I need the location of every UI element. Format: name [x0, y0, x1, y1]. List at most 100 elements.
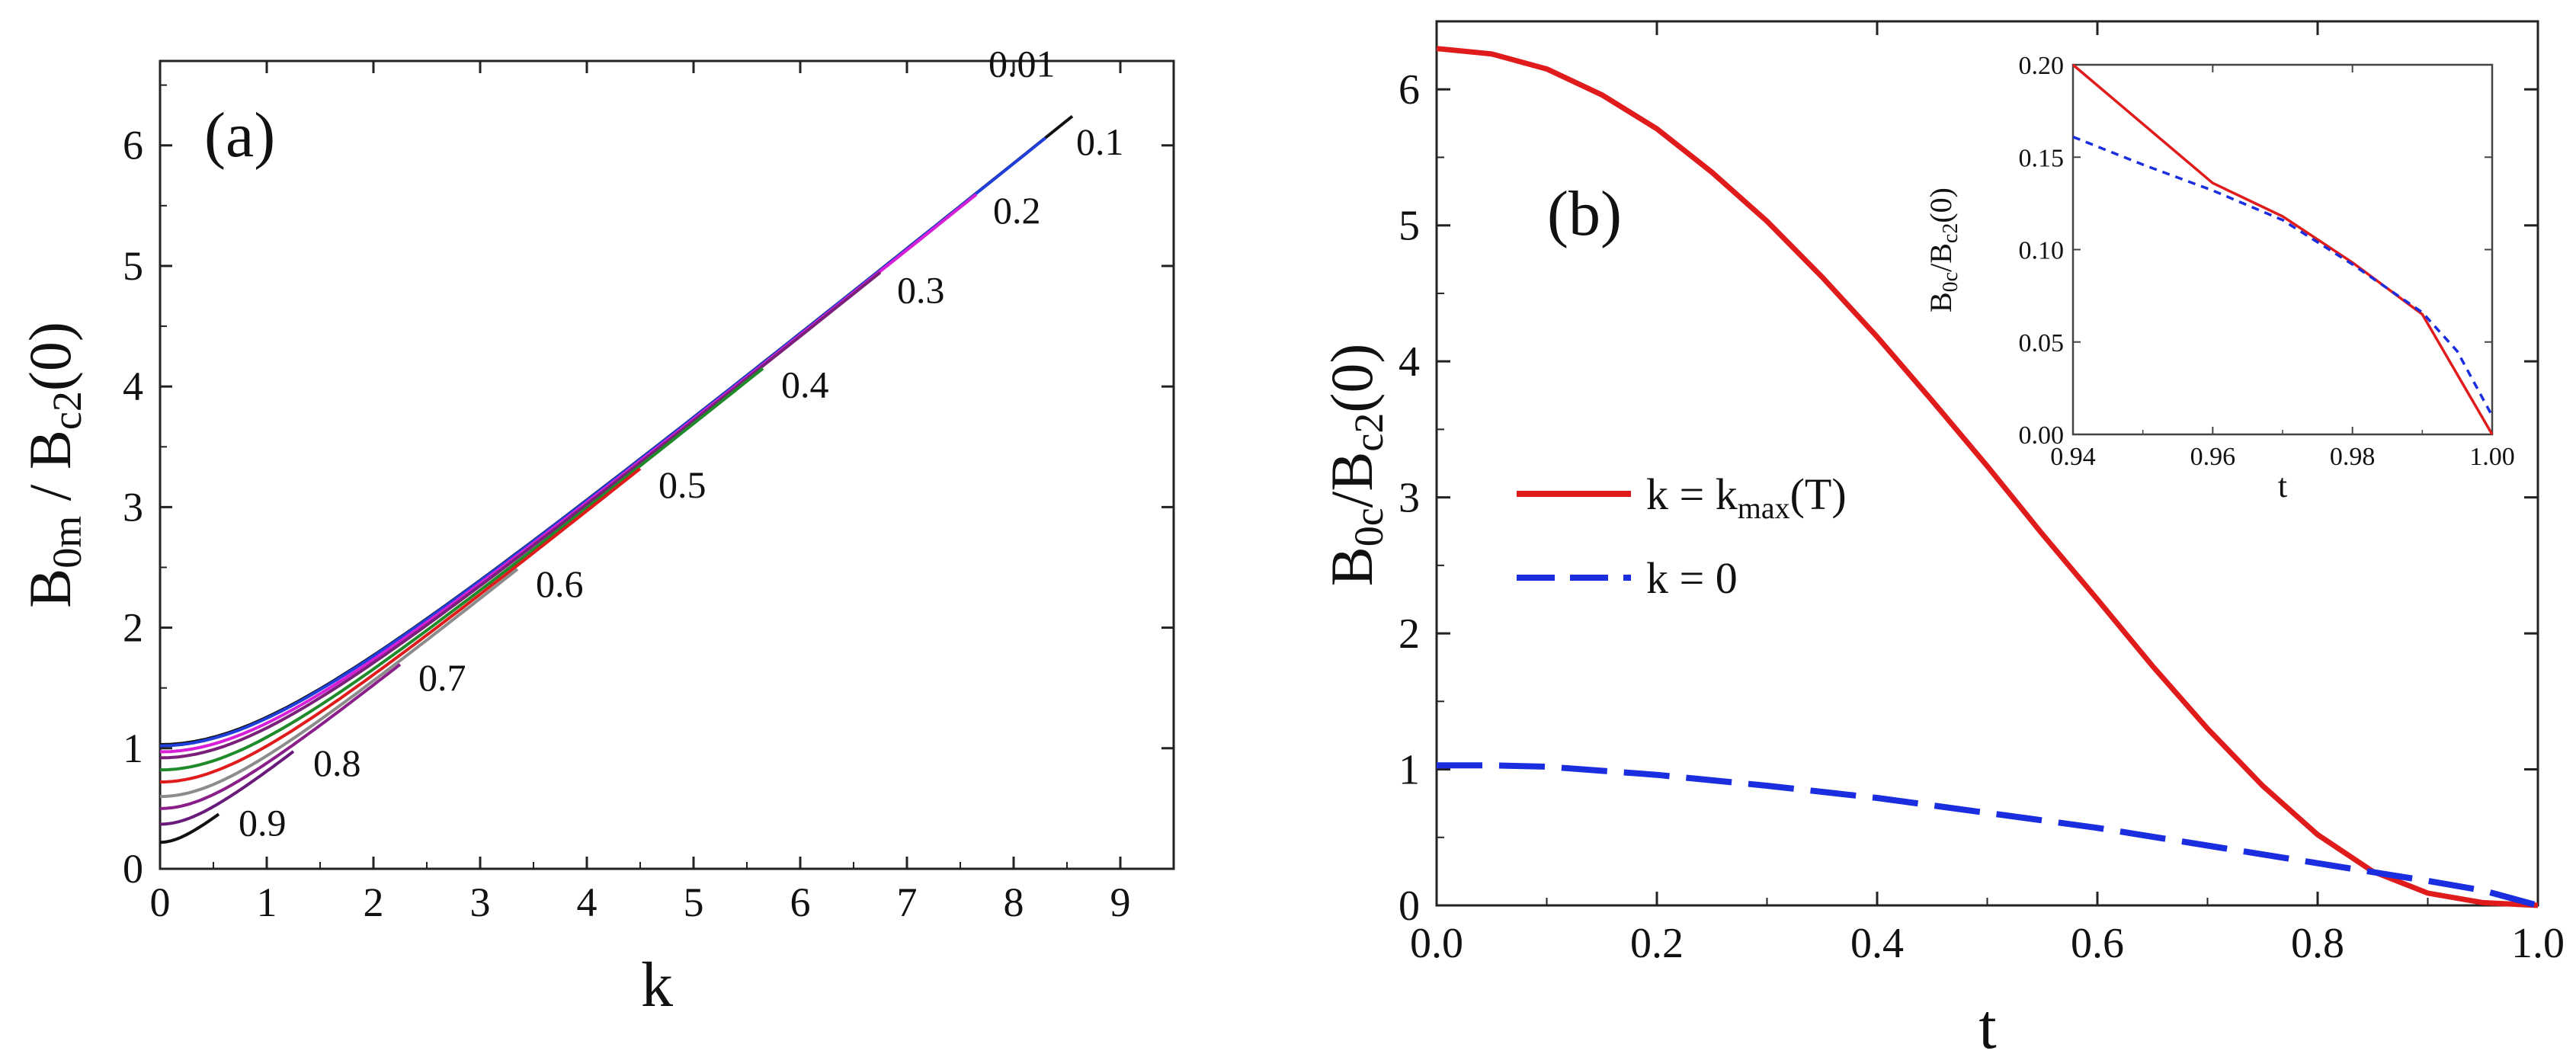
a-series-label-0.9: 0.9	[239, 801, 287, 844]
panel-b-x-axis-label: t	[1978, 992, 1996, 1054]
a-curve-0.01	[159, 114, 1074, 746]
a-curve-0.9	[160, 812, 220, 844]
panel-a-curves	[159, 114, 1074, 844]
panel-b-x-ticks: 0.0 0.2 0.4 0.6 0.8 1.0	[1410, 21, 2565, 967]
a-series-label-0.7: 0.7	[418, 656, 466, 699]
a-series-label-0.4: 0.4	[781, 363, 829, 405]
a-x-tick-label: 9	[1110, 879, 1131, 925]
panel-b: 0.0 0.2 0.4 0.6 0.8 1.0 0 1 2 3 4 5 6 (b) t B0c/Bc2…	[1318, 20, 2565, 1054]
b-x-tick-label: 0.8	[2291, 920, 2344, 967]
b-x-tick-label: 0.4	[1850, 920, 1904, 967]
a-y-tick-label: 2	[123, 605, 143, 651]
inset-y-tick-label: 0.20	[2019, 52, 2065, 80]
inset-y-tick-label: 0.05	[2019, 329, 2065, 357]
b-x-tick-label: 0.2	[1630, 920, 1684, 967]
inset-y-tick-label: 0.10	[2019, 237, 2065, 265]
a-x-tick-label: 5	[684, 879, 704, 925]
b-y-tick-label: 5	[1399, 203, 1420, 250]
legend-label-k0: k = 0	[1646, 553, 1738, 603]
panel-a-label: (a)	[204, 100, 275, 171]
inset-curve-kmax	[2071, 63, 2494, 435]
panel-b-inset: 0.94 0.96 0.98 1.00 0.000.050.100.150.20 t …	[1924, 52, 2515, 505]
inset-x-ticks: 0.94 0.96 0.98 1.00	[2050, 65, 2515, 471]
a-series-label-0.5: 0.5	[658, 463, 706, 506]
a-curve-0.7	[159, 663, 402, 810]
panel-b-label: (b)	[1547, 178, 1622, 249]
panel-a-y-axis-label: B0m / Bc2(0)	[17, 322, 90, 608]
inset-x-tick-label: 0.94	[2050, 443, 2096, 471]
a-series-label-0.8: 0.8	[313, 742, 361, 784]
a-y-tick-label: 5	[123, 243, 143, 289]
a-x-tick-label: 6	[790, 879, 811, 925]
inset-y-ticks: 0.00 0.05 0.10 0.15 0.20	[2019, 52, 2492, 450]
inset-x-axis-label: t	[2278, 467, 2287, 505]
panel-a-ylabel-mid: / B	[17, 430, 83, 516]
panel-a-ylabel-sub1: 0m	[44, 516, 90, 569]
inset-curves	[2071, 63, 2494, 435]
panel-a-frame	[159, 59, 1175, 870]
panel-b-ylabel-tail: (0)	[1318, 344, 1385, 413]
panel-b-legend: k = kmax(T) k = 0	[1517, 469, 1847, 603]
a-y-tick-label: 4	[123, 364, 143, 409]
a-y-tick-label: 0	[123, 846, 143, 892]
inset-x-tick-label: 0.96	[2190, 443, 2236, 471]
inset-y-axis-label: B0c/Bc2(0)	[1924, 187, 1962, 312]
a-x-tick-label: 3	[470, 879, 491, 925]
panel-b-y-axis-label: B0c/Bc2(0)	[1318, 344, 1392, 587]
inset-x-tick-label: 0.98	[2330, 443, 2376, 471]
panel-b-ylabel-main: B	[1318, 546, 1385, 586]
b-y-tick-label: 4	[1399, 338, 1420, 386]
b-y-tick-label: 6	[1399, 66, 1420, 114]
a-x-tick-label: 0	[150, 879, 171, 925]
panel-b-ylabel-sub2: c2	[1346, 413, 1392, 452]
a-x-tick-label: 7	[897, 879, 918, 925]
a-x-tick-label: 1	[257, 879, 277, 925]
b-y-tick-label: 0	[1399, 883, 1420, 930]
svg-text:B0c/Bc2(0): B0c/Bc2(0)	[1318, 344, 1392, 587]
inset-y-tick-label: 0.00	[2019, 421, 2065, 450]
b-x-tick-label: 0.0	[1410, 920, 1463, 967]
inset-x-tick-label: 1.00	[2469, 443, 2515, 471]
panel-a-x-axis-label: k	[641, 950, 673, 1020]
inset-y-tick-label: 0.15	[2019, 144, 2065, 172]
b-y-tick-label: 2	[1399, 610, 1420, 658]
a-y-tick-label: 6	[123, 123, 143, 168]
svg-text:B0c/Bc2(0): B0c/Bc2(0)	[1924, 187, 1962, 312]
a-series-label-0.1: 0.1	[1076, 120, 1124, 163]
a-series-label-0.3: 0.3	[897, 268, 945, 311]
inset-frame	[2071, 63, 2494, 436]
b-y-tick-label: 1	[1399, 747, 1420, 794]
panel-a-series-labels: 0.01 0.1 0.2 0.3 0.4 0.5 0.6 0.7 0.8 0.9	[239, 43, 1124, 844]
legend-label-kmax: k = kmax(T)	[1646, 469, 1847, 525]
a-x-tick-label: 2	[364, 879, 384, 925]
svg-text:B0m / Bc2(0): B0m / Bc2(0)	[17, 322, 90, 608]
b-curve-kmax	[1436, 46, 2539, 908]
a-series-label-0.2: 0.2	[993, 189, 1041, 232]
a-curve-0.6	[159, 568, 519, 799]
a-curve-0.2	[159, 193, 978, 754]
a-y-tick-label: 3	[123, 484, 143, 530]
a-curve-0.4	[159, 367, 764, 772]
panel-b-ylabel-sub1: 0c	[1346, 508, 1392, 546]
panel-a-x-ticks: 0 1 2 3 4 5 6 7 8 9	[150, 61, 1131, 925]
a-x-tick-label: 4	[577, 879, 598, 925]
a-curve-0.3	[159, 271, 882, 760]
b-x-tick-label: 0.6	[2071, 920, 2124, 967]
panel-a-ylabel-tail: (0)	[17, 322, 83, 391]
b-y-tick-label: 3	[1399, 475, 1420, 522]
a-series-label-0.01: 0.01	[988, 43, 1056, 85]
panel-b-ylabel-mid: /B	[1318, 452, 1385, 508]
panel-b-y-ticks: 0 1 2 3 4 5 6	[1399, 21, 2538, 930]
panel-a-ylabel-sub2: c2	[44, 391, 90, 430]
b-curve-k0	[1437, 762, 2539, 908]
b-x-tick-label: 1.0	[2511, 920, 2565, 967]
a-curve-0.5	[159, 467, 642, 784]
a-x-tick-label: 8	[1004, 879, 1024, 925]
a-curve-0.1	[159, 136, 1047, 748]
a-curve-0.8	[159, 750, 295, 826]
panel-a-y-ticks: 0 1 2 3 4 5 6	[123, 84, 1174, 892]
panel-a-ylabel-main: B	[17, 569, 83, 608]
a-series-label-0.6: 0.6	[536, 562, 584, 605]
